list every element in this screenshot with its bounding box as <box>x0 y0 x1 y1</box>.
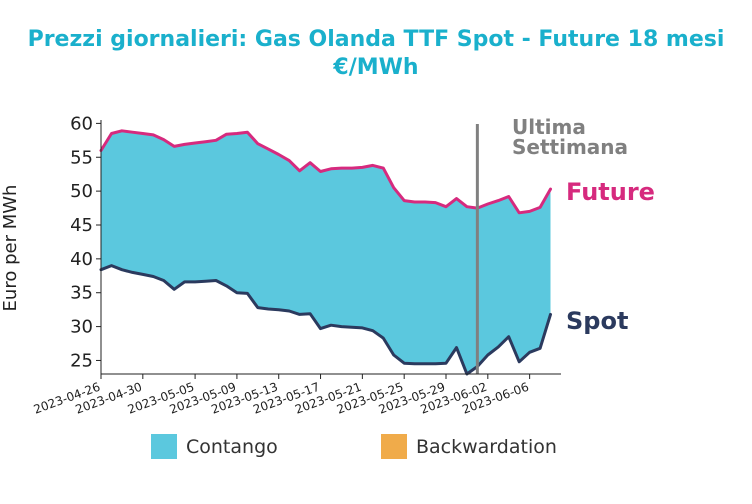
series-lines <box>99 129 552 376</box>
legend-swatch-contango <box>151 434 177 459</box>
last-week-label-line1: Ultima <box>512 115 586 139</box>
legend-swatch-backwardation <box>381 434 407 459</box>
spot-series-line <box>99 264 552 376</box>
legend-label-contango: Contango <box>186 436 278 458</box>
contango-fill-layer <box>101 130 551 374</box>
y-tick-label: 30 <box>70 317 93 338</box>
spot-series-label: Spot <box>566 307 628 335</box>
y-ticks: 25 30 35 40 45 50 55 60 <box>70 113 101 371</box>
y-tick-label: 60 <box>70 113 93 134</box>
y-tick-label: 50 <box>70 181 93 202</box>
future-series-label: Future <box>566 178 655 206</box>
future-series-line <box>99 129 552 215</box>
chart-title: Prezzi giornalieri: Gas Olanda TTF Spot … <box>28 27 725 52</box>
axes <box>100 120 561 375</box>
y-tick-label: 25 <box>70 350 93 371</box>
y-tick-label: 55 <box>70 147 93 168</box>
y-axis-label: Euro per MWh <box>0 185 21 312</box>
legend-label-backwardation: Backwardation <box>416 436 557 458</box>
y-tick-label: 40 <box>70 249 93 270</box>
chart-subtitle: €/MWh <box>332 55 418 80</box>
legend: Contango Backwardation <box>151 434 557 459</box>
y-tick-label: 45 <box>70 215 93 236</box>
y-tick-label: 35 <box>70 283 93 304</box>
last-week-label-line2: Settimana <box>512 135 628 159</box>
x-ticks: 2023-04-262023-04-302023-05-052023-05-09… <box>32 374 531 417</box>
contango-area <box>101 130 551 374</box>
